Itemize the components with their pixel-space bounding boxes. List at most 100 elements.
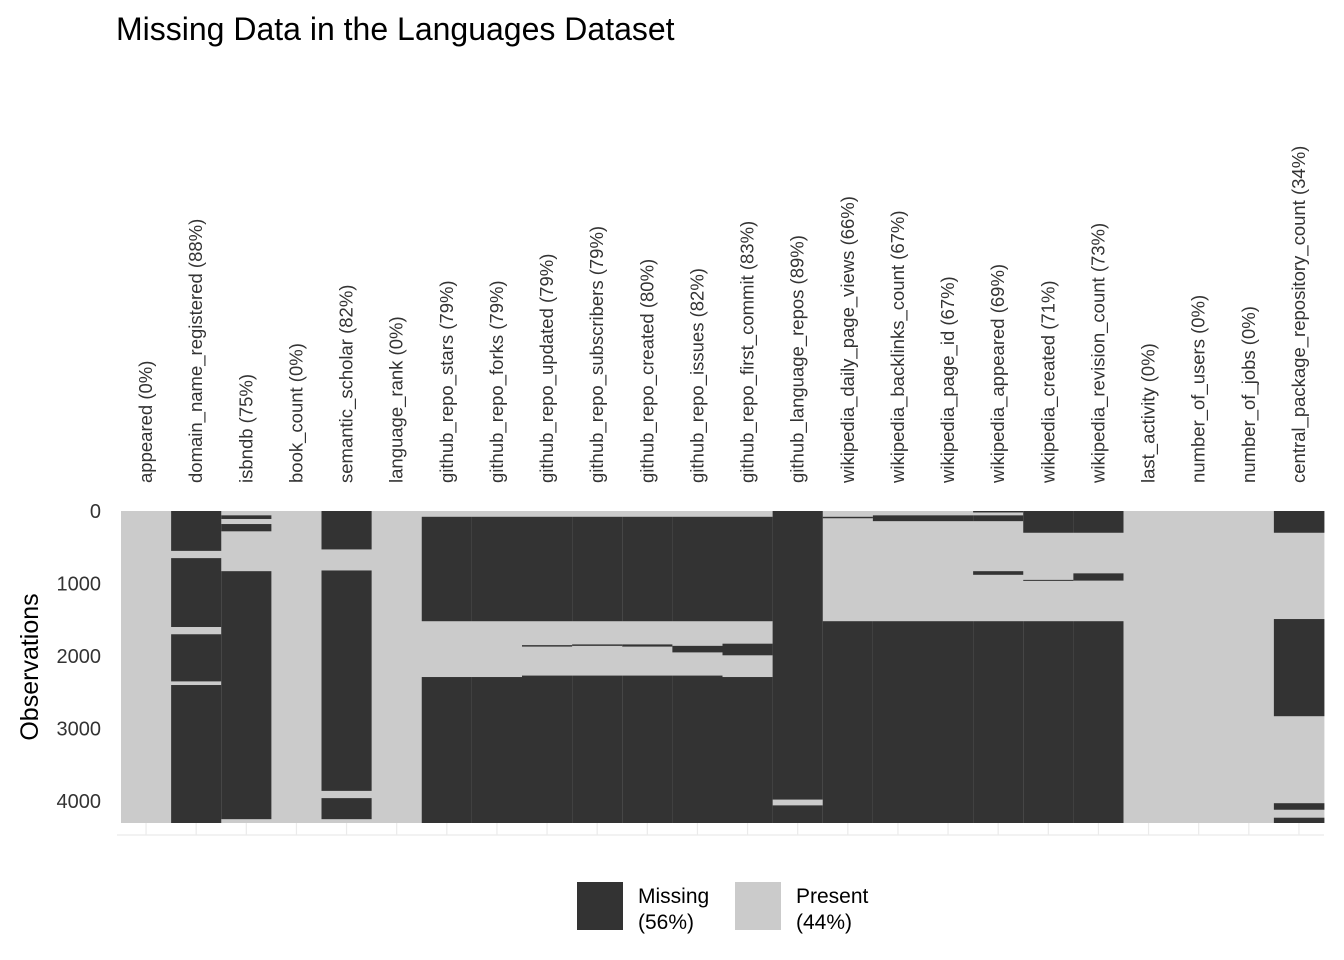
column-label-12: github_repo_first_commit (83%) [737, 221, 759, 483]
missing-cell-col-13-0 [772, 511, 824, 800]
column-label-2: isbndb (75%) [235, 374, 256, 483]
column-label-20: last_activity (0%) [1138, 343, 1160, 483]
missing-cell-col-15-0 [872, 515, 924, 522]
column-label-8: github_repo_updated (79%) [536, 254, 558, 483]
column-label-19: wikipedia_revision_count (73%) [1087, 223, 1109, 484]
present-cell-col-21 [1173, 511, 1225, 823]
missing-cell-col-1-0 [171, 511, 222, 551]
missing-cell-col-9-1 [572, 644, 623, 646]
missing-cell-col-8-2 [522, 675, 573, 823]
missing-cell-col-1-3 [171, 685, 222, 823]
column-label-9: github_repo_subscribers (79%) [586, 226, 608, 483]
column-label-3: book_count (0%) [285, 343, 307, 483]
column-label-22: number_of_jobs (0%) [1238, 306, 1260, 483]
missing-cell-col-6-1 [421, 677, 473, 823]
legend-pct-missing: (56%) [638, 911, 694, 934]
column-label-7: github_repo_forks (79%) [486, 280, 508, 483]
missing-cell-col-13-1 [772, 805, 824, 823]
legend-swatch-present [735, 882, 781, 930]
missing-cell-col-23-3 [1273, 817, 1325, 823]
column-label-23: central_package_repository_count (34%) [1288, 146, 1310, 483]
missing-cell-col-19-2 [1073, 621, 1124, 823]
column-label-4: semantic_scholar (82%) [336, 285, 358, 483]
present-cell-col-5 [371, 511, 423, 823]
present-cell-col-3 [271, 511, 322, 823]
column-label-6: github_repo_stars (79%) [436, 280, 458, 483]
missing-cell-col-18-2 [1023, 621, 1074, 823]
column-label-17: wikipedia_appeared (69%) [987, 264, 1009, 484]
missing-cell-col-17-2 [973, 571, 1024, 575]
y-tick-label-3: 3000 [57, 719, 102, 741]
y-tick-label-4: 4000 [57, 791, 102, 813]
missing-cell-col-7-1 [471, 677, 523, 823]
missing-cell-col-6-0 [421, 516, 473, 622]
chart-title: Missing Data in the Languages Dataset [116, 11, 675, 47]
y-axis-ticks: 0 1000 2000 3000 4000 [57, 501, 102, 813]
missing-cell-col-19-0 [1073, 511, 1124, 533]
column-label-15: wikipedia_backlinks_count (67%) [887, 210, 909, 484]
missing-cell-col-18-1 [1023, 579, 1074, 581]
missing-cell-col-10-2 [622, 675, 673, 823]
missing-cell-col-1-1 [171, 558, 222, 628]
y-tick-label-1: 1000 [57, 574, 102, 596]
column-label-10: github_repo_created (80%) [636, 259, 658, 483]
missing-cell-col-14-1 [822, 621, 874, 823]
legend-pct-present: (44%) [796, 911, 852, 934]
legend: Missing (56%) Present (44%) [577, 882, 869, 934]
present-cell-col-0 [121, 511, 172, 823]
missing-cell-col-23-1 [1273, 619, 1325, 717]
missing-cell-col-11-2 [672, 675, 723, 823]
legend-swatch-missing [577, 882, 623, 930]
missing-cell-col-16-1 [923, 621, 974, 823]
missing-cell-col-8-0 [522, 516, 573, 622]
column-label-14: wikipedia_daily_page_views (66%) [837, 196, 859, 484]
missing-cell-col-7-0 [471, 516, 523, 622]
missing-cell-col-17-3 [973, 621, 1024, 823]
missing-cell-col-4-1 [321, 570, 373, 791]
missing-cell-col-12-1 [722, 643, 774, 656]
missing-cell-col-9-0 [572, 516, 623, 622]
missing-cell-col-11-1 [672, 645, 723, 653]
missing-cell-col-10-0 [622, 516, 673, 622]
present-cell-col-20 [1123, 511, 1175, 823]
column-label-13: github_language_repos (89%) [787, 235, 809, 483]
column-label-18: wikipedia_created (71%) [1037, 280, 1059, 484]
missing-cell-col-8-1 [522, 645, 573, 647]
missing-cell-col-15-1 [872, 621, 924, 823]
column-label-16: wikipedia_page_id (67%) [937, 276, 959, 484]
missing-cell-col-19-1 [1073, 573, 1124, 581]
column-labels: appeared (0%) domain_name_registered (88%… [135, 146, 1310, 484]
missing-cell-col-9-2 [572, 675, 623, 823]
missing-cell-col-10-1 [622, 644, 673, 647]
missing-cell-col-2-0 [221, 515, 272, 519]
column-label-5: language_rank (0%) [386, 316, 408, 483]
legend-label-present: Present [796, 885, 869, 908]
missing-cell-col-4-2 [321, 798, 373, 820]
missing-cell-col-16-0 [923, 515, 974, 522]
missingness-cells [121, 511, 1325, 823]
y-tick-label-0: 0 [90, 501, 101, 523]
missing-cell-col-4-0 [321, 511, 373, 550]
column-label-21: number_of_users (0%) [1188, 295, 1210, 483]
missing-cell-col-17-1 [973, 515, 1024, 522]
y-tick-label-2: 2000 [57, 646, 102, 668]
column-label-11: github_repo_issues (82%) [686, 268, 708, 483]
present-cell-col-22 [1223, 511, 1275, 823]
missing-cell-col-14-0 [822, 516, 874, 519]
missing-cell-col-23-0 [1273, 511, 1325, 533]
missing-cell-col-11-0 [672, 516, 723, 622]
missing-cell-col-23-2 [1273, 803, 1325, 810]
x-axis-ticks [117, 823, 1324, 836]
y-axis-title: Observations [16, 593, 44, 740]
missing-cell-col-2-2 [221, 571, 272, 820]
missing-cell-col-12-0 [722, 516, 774, 622]
column-label-1: domain_name_registered (88%) [185, 219, 207, 483]
column-label-0: appeared (0%) [135, 361, 156, 483]
missing-cell-col-1-2 [171, 634, 222, 682]
legend-label-missing: Missing [638, 885, 709, 908]
missing-cell-col-18-0 [1023, 511, 1074, 533]
missing-cell-col-2-1 [221, 524, 272, 532]
missing-cell-col-12-2 [722, 677, 774, 823]
missing-cell-col-17-0 [973, 511, 1024, 513]
